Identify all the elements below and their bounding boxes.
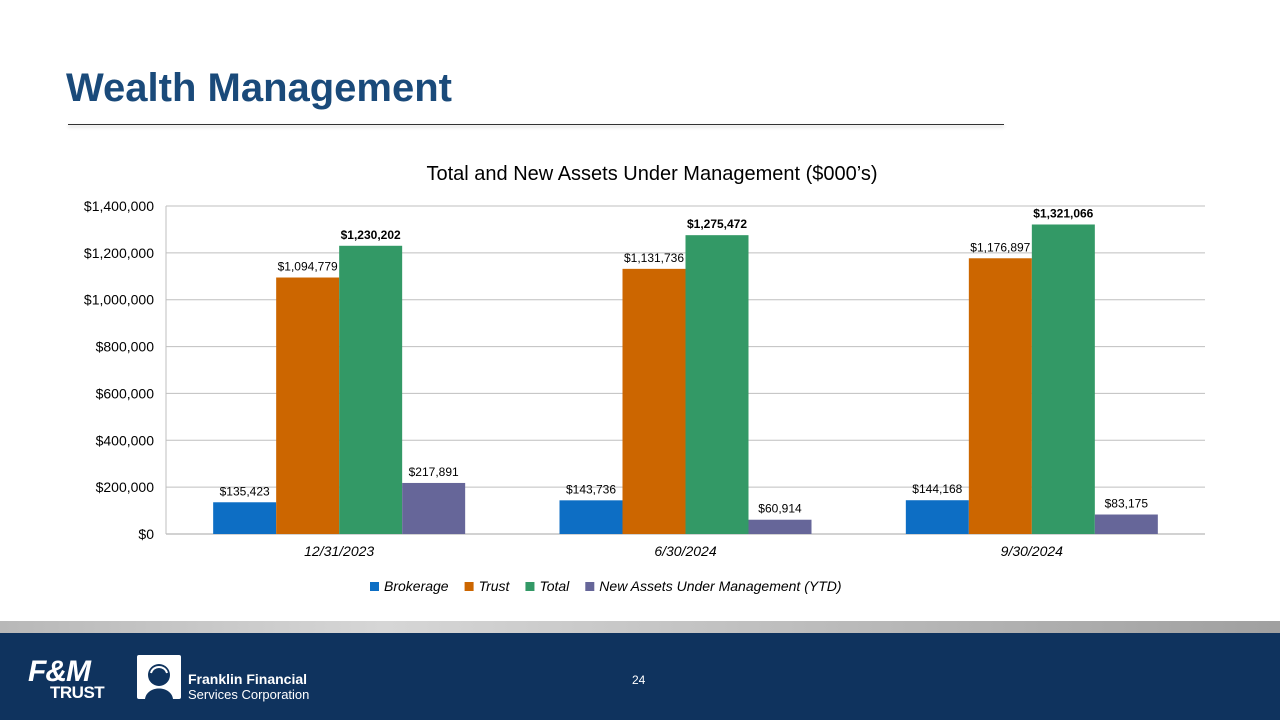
data-label: $60,914	[758, 502, 802, 516]
x-tick-label: 12/31/2023	[304, 543, 374, 559]
y-tick-label: $400,000	[96, 432, 155, 448]
data-label: $217,891	[409, 465, 459, 479]
legend-label: Total	[539, 578, 570, 594]
company-name: Franklin Financial Services Corporation	[188, 671, 309, 703]
company-name-line2: Services Corporation	[188, 687, 310, 702]
legend-label: Brokerage	[384, 578, 449, 594]
y-axis: $0 $200,000 $400,000 $600,000 $800,000 $1,000…	[84, 198, 167, 542]
bar	[402, 482, 466, 534]
bar	[748, 519, 812, 534]
fm-trust-logo: F&M TRUST	[28, 655, 112, 705]
x-tick-label: 9/30/2024	[1001, 543, 1063, 559]
franklin-seal-icon	[137, 655, 181, 699]
legend-swatch	[464, 582, 474, 591]
data-label: $135,423	[220, 484, 270, 498]
page-number: 24	[632, 673, 646, 687]
data-label: $143,736	[566, 482, 616, 496]
bar	[622, 268, 686, 534]
bar	[968, 258, 1032, 534]
data-label: $1,176,897	[970, 240, 1030, 254]
data-label: $83,175	[1105, 497, 1149, 511]
y-tick-label: $1,400,000	[84, 198, 154, 214]
legend-label: Trust	[479, 578, 511, 594]
data-label: $144,168	[912, 482, 962, 496]
title-divider	[68, 124, 1004, 125]
footer: F&M TRUST Franklin Financial Services Co…	[0, 633, 1280, 720]
y-tick-label: $0	[138, 526, 154, 542]
y-tick-label: $800,000	[96, 339, 155, 355]
y-tick-label: $600,000	[96, 385, 155, 401]
bar	[276, 277, 340, 534]
assets-under-management-chart: Total and New Assets Under Management ($…	[84, 163, 1205, 594]
y-tick-label: $200,000	[96, 479, 155, 495]
logo-fm-text: F&M	[28, 655, 91, 688]
data-label: $1,131,736	[624, 251, 684, 265]
legend-swatch	[525, 582, 535, 591]
bar	[559, 500, 623, 534]
data-label: $1,094,779	[278, 260, 338, 274]
y-tick-label: $1,000,000	[84, 292, 154, 308]
legend-swatch	[370, 582, 379, 591]
logo-trust-text: TRUST	[50, 683, 105, 702]
bar	[1031, 224, 1095, 534]
footer-gradient-band	[0, 621, 1280, 633]
slide-title: Wealth Management	[66, 66, 452, 110]
data-label: $1,230,202	[341, 228, 401, 242]
legend-swatch	[585, 582, 595, 591]
bar	[905, 500, 969, 534]
chart-legend: Brokerage Trust Total New Assets Under Mana…	[370, 578, 842, 594]
data-label: $1,321,066	[1033, 206, 1093, 220]
chart-bars: $135,423 $1,094,779 $1,230,202 $217,891 $143…	[213, 206, 1158, 535]
x-tick-label: 6/30/2024	[654, 543, 716, 559]
legend-label: New Assets Under Management (YTD)	[599, 578, 841, 594]
company-name-line1: Franklin Financial	[188, 671, 308, 687]
data-label: $1,275,472	[687, 217, 747, 231]
bar	[339, 245, 403, 534]
y-tick-label: $1,200,000	[84, 245, 154, 261]
chart-title: Total and New Assets Under Management ($…	[427, 163, 878, 185]
bar	[1094, 514, 1158, 534]
bar	[213, 502, 277, 534]
bar	[685, 235, 749, 535]
x-axis: 12/31/2023 6/30/2024 9/30/2024	[304, 543, 1063, 559]
